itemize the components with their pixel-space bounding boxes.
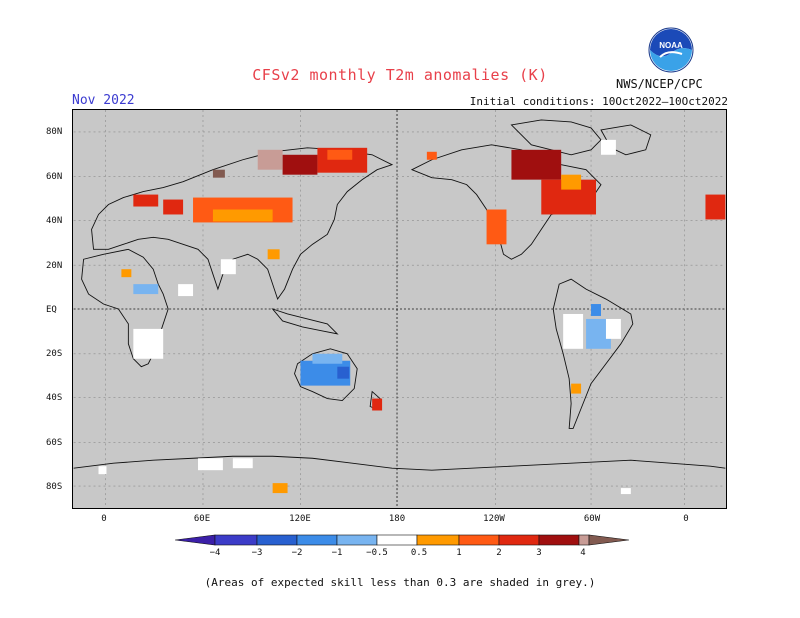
chart-title: CFSv2 monthly T2m anomalies (K) bbox=[252, 66, 548, 84]
warm-anomaly-patches bbox=[121, 147, 726, 494]
no-signal-patches bbox=[98, 139, 631, 495]
noaa-logo-text: NOAA bbox=[659, 41, 683, 50]
colorbar-label-neg3: −3 bbox=[251, 548, 263, 558]
lon-label-180: 180 bbox=[388, 514, 406, 524]
lon-label-60w: 60W bbox=[583, 514, 601, 524]
lat-label-60n: 60N bbox=[46, 172, 63, 182]
lat-label-60s: 60S bbox=[46, 438, 63, 448]
colorbar-label-3: 3 bbox=[536, 548, 542, 558]
lat-label-40s: 40S bbox=[46, 393, 63, 403]
lat-label-eq: EQ bbox=[46, 305, 57, 315]
initial-conditions: Initial conditions: 10Oct2022–10Oct2022 bbox=[469, 95, 728, 108]
colorbar-bin-neg2-neg1 bbox=[296, 534, 338, 546]
colorbar-label-neg4: −4 bbox=[209, 548, 221, 558]
forecast-month: Nov 2022 bbox=[72, 93, 135, 108]
colorbar-label-neg1: −1 bbox=[331, 548, 343, 558]
colorbar-bin-2-3 bbox=[498, 534, 540, 546]
colorbar-bin-1-2 bbox=[458, 534, 500, 546]
colorbar-low-arrow bbox=[175, 534, 216, 546]
lon-label-0-left: 0 bbox=[101, 514, 107, 524]
colorbar-bin-neutral bbox=[376, 534, 418, 546]
lat-label-40n: 40N bbox=[46, 216, 63, 226]
colorbar-label-05: 0.5 bbox=[410, 548, 428, 558]
cool-anomaly-patches bbox=[133, 284, 611, 386]
colorbar-label-neg05: −0.5 bbox=[366, 548, 388, 558]
colorbar-high-arrow bbox=[588, 534, 630, 546]
anomaly-map bbox=[72, 109, 727, 509]
lat-label-80n: 80N bbox=[46, 127, 63, 137]
colorbar-label-2: 2 bbox=[496, 548, 502, 558]
lon-label-0-right: 0 bbox=[683, 514, 689, 524]
lat-label-20s: 20S bbox=[46, 349, 63, 359]
colorbar-bin-neg4-neg3 bbox=[214, 534, 258, 546]
colorbar bbox=[175, 534, 630, 546]
lat-label-80s: 80S bbox=[46, 482, 63, 492]
colorbar-bin-neg3-neg2 bbox=[256, 534, 298, 546]
colorbar-bin-3-4 bbox=[538, 534, 580, 546]
lon-label-60e: 60E bbox=[193, 514, 211, 524]
colorbar-label-neg2: −2 bbox=[291, 548, 303, 558]
footnote: (Areas of expected skill less than 0.3 a… bbox=[204, 576, 596, 589]
lon-label-120e: 120E bbox=[289, 514, 311, 524]
lat-label-20n: 20N bbox=[46, 261, 63, 271]
colorbar-bin-05-1 bbox=[416, 534, 460, 546]
colorbar-label-4: 4 bbox=[580, 548, 586, 558]
colorbar-bin-4-plus bbox=[578, 534, 590, 546]
lon-label-120w: 120W bbox=[483, 514, 505, 524]
colorbar-label-1: 1 bbox=[456, 548, 462, 558]
colorbar-bin-neg1-neg05 bbox=[336, 534, 378, 546]
noaa-logo-icon: NOAA bbox=[648, 27, 694, 73]
agency-label: NWS/NCEP/CPC bbox=[616, 77, 703, 91]
